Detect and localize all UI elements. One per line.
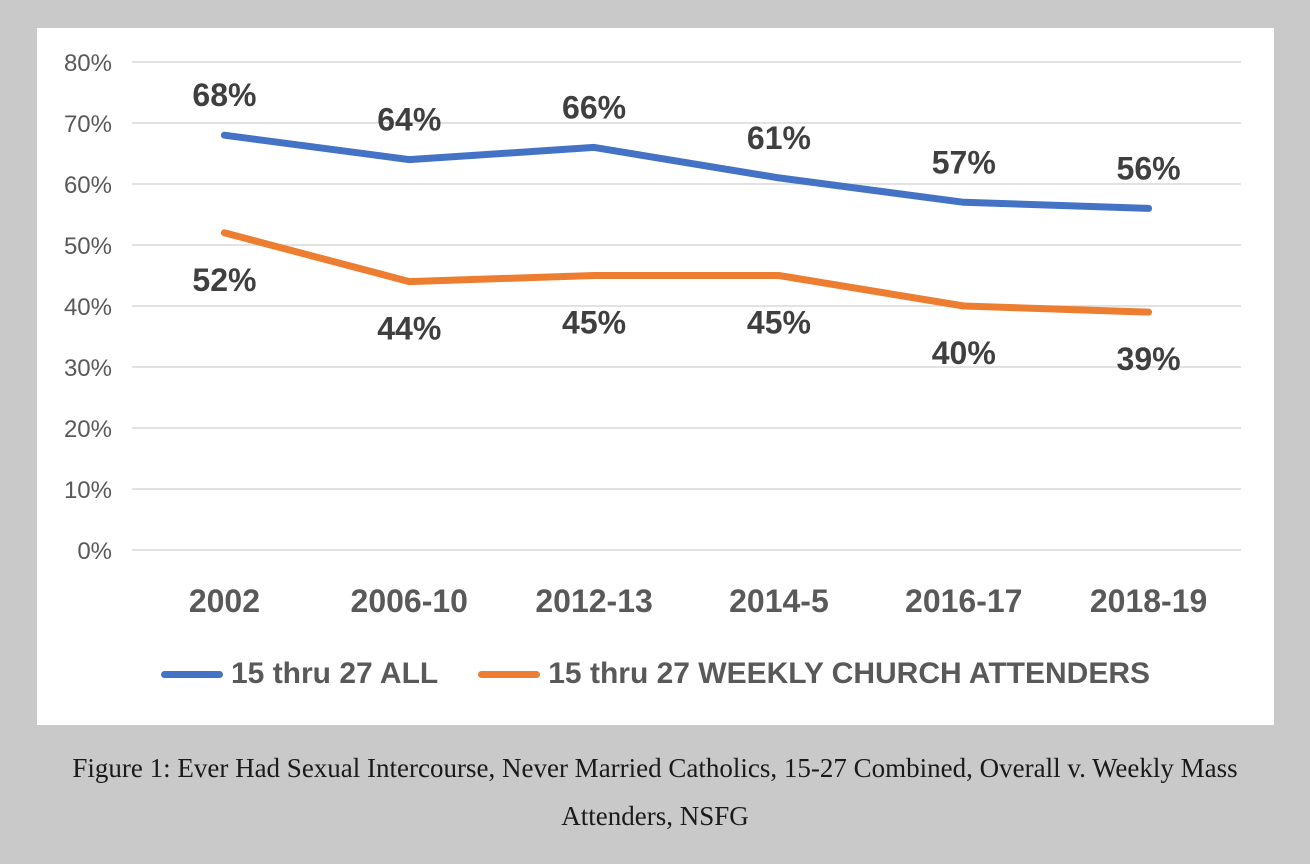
x-axis-tick-label: 2018-19 — [1090, 583, 1207, 619]
figure-caption: Figure 1: Ever Had Sexual Intercourse, N… — [0, 744, 1310, 840]
legend-label: 15 thru 27 ALL — [230, 657, 439, 690]
y-axis-tick-label: 50% — [64, 233, 112, 260]
y-axis-tick-label: 10% — [64, 477, 112, 504]
series-line-1 — [220, 229, 1153, 316]
data-label: 44% — [377, 311, 441, 347]
data-label: 40% — [932, 335, 996, 371]
y-axis-tick-label: 70% — [64, 111, 112, 138]
y-axis-tick-label: 40% — [64, 294, 112, 321]
data-label: 45% — [747, 305, 811, 341]
y-axis-tick-label: 30% — [64, 355, 112, 382]
y-axis-tick-label: 60% — [64, 172, 112, 199]
x-axis-tick-label: 2006-10 — [351, 583, 468, 619]
figure-caption-line-2: Attenders, NSFG — [561, 801, 749, 831]
x-axis-tick-label: 2012-13 — [535, 583, 652, 619]
legend-item-0: 15 thru 27 ALL — [160, 657, 439, 691]
data-label: 45% — [562, 305, 626, 341]
legend-label: 15 thru 27 WEEKLY CHURCH ATTENDERS — [548, 657, 1151, 690]
legend-line-swatch — [160, 670, 223, 678]
x-axis-tick-label: 2002 — [189, 583, 260, 619]
data-label: 64% — [377, 102, 441, 138]
data-label: 52% — [192, 262, 256, 298]
series-line-0 — [220, 131, 1153, 212]
data-label: 61% — [747, 120, 811, 156]
x-axis-tick-label: 2016-17 — [905, 583, 1022, 619]
data-label: 66% — [562, 89, 626, 125]
figure-caption-line-1: Figure 1: Ever Had Sexual Intercourse, N… — [72, 753, 1238, 783]
chart-legend: 15 thru 27 ALL 15 thru 27 WEEKLY CHURCH A… — [37, 654, 1274, 694]
data-label: 56% — [1117, 150, 1181, 186]
legend-item-1: 15 thru 27 WEEKLY CHURCH ATTENDERS — [478, 657, 1150, 691]
y-axis-tick-label: 0% — [77, 538, 112, 565]
y-axis-tick-label: 20% — [64, 416, 112, 443]
line-chart: 0% 10% 20% 30% 40% 50% 60% 70% 80% 2002 2006-10 201… — [64, 50, 1241, 619]
x-axis-tick-label: 2014-5 — [729, 583, 829, 619]
data-label: 57% — [932, 144, 996, 180]
chart-panel: 0% 10% 20% 30% 40% 50% 60% 70% 80% 2002 2006-10 201… — [37, 28, 1274, 725]
y-axis-tick-label: 80% — [64, 50, 112, 77]
data-label: 68% — [192, 77, 256, 113]
legend-line-swatch — [478, 670, 541, 678]
data-label: 39% — [1117, 341, 1181, 377]
